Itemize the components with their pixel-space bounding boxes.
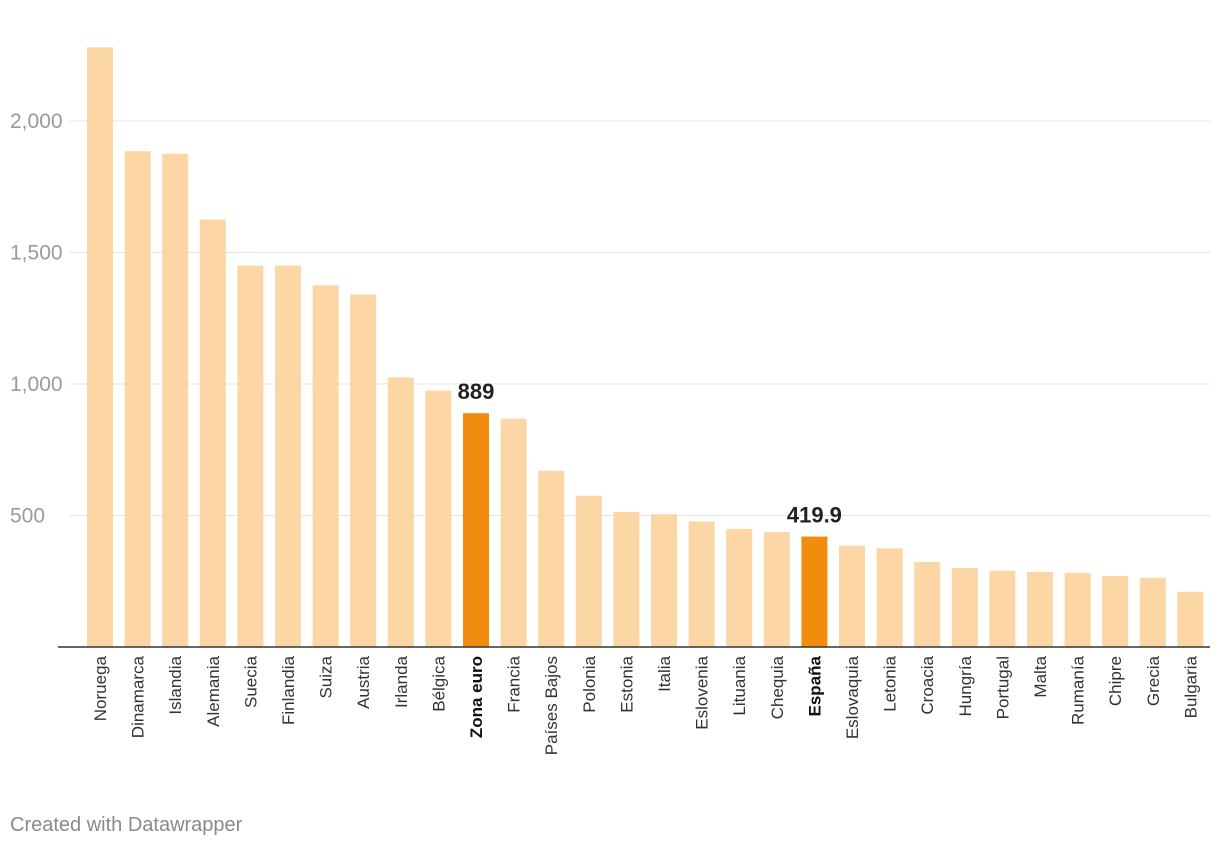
bar-noruega bbox=[87, 47, 113, 648]
bar-dinamarca bbox=[124, 151, 151, 647]
bar-bulgaria bbox=[1177, 591, 1204, 647]
x-tick-label: Austria bbox=[354, 655, 373, 708]
y-tick-label: 1,500 bbox=[10, 242, 63, 265]
bar-suiza bbox=[312, 285, 339, 647]
bar-eslovaquia bbox=[839, 545, 865, 647]
bar-portugal bbox=[989, 570, 1016, 647]
x-tick-label: Francia bbox=[505, 655, 524, 712]
x-tick-label: Letonia bbox=[881, 655, 900, 711]
bar-islandia bbox=[162, 153, 189, 647]
data-label: 889 bbox=[458, 379, 495, 404]
data-label: 419.9 bbox=[787, 503, 842, 528]
y-tick-label: 2,000 bbox=[10, 110, 63, 133]
y-tick-label: 1,000 bbox=[10, 373, 63, 396]
x-tick-label: España bbox=[805, 655, 824, 716]
bar-irlanda bbox=[387, 377, 414, 647]
x-tick-label: Hungría bbox=[956, 655, 975, 716]
x-tick-label: Bélgica bbox=[429, 655, 448, 711]
x-tick-label: Suiza bbox=[317, 655, 336, 698]
x-tick-label: Italia bbox=[655, 655, 674, 691]
x-tick-label: Grecia bbox=[1144, 655, 1163, 706]
x-tick-label: Malta bbox=[1031, 655, 1050, 697]
x-tick-label: Irlanda bbox=[392, 655, 411, 708]
x-tick-label: Portugal bbox=[993, 656, 1012, 719]
bar-zona-euro bbox=[463, 413, 489, 647]
bar-españa bbox=[801, 536, 828, 647]
bar-bélgica bbox=[425, 390, 452, 647]
bar-grecia bbox=[1139, 577, 1166, 647]
x-tick-label: Dinamarca bbox=[129, 655, 148, 738]
bar-letonia bbox=[876, 548, 903, 647]
x-tick-label: Chipre bbox=[1106, 656, 1125, 706]
x-tick-label: Zona euro bbox=[467, 656, 486, 738]
bar-países-bajos bbox=[538, 470, 565, 647]
bar-eslovenia bbox=[688, 521, 715, 647]
x-tick-label: Suecia bbox=[241, 655, 260, 708]
x-tick-label: Chequia bbox=[768, 655, 787, 719]
x-tick-label: Bulgaria bbox=[1181, 655, 1200, 718]
bar-italia bbox=[651, 514, 677, 647]
x-tick-label: Polonia bbox=[580, 655, 599, 712]
bar-finlandia bbox=[275, 265, 301, 647]
bar-alemania bbox=[199, 219, 226, 647]
x-tick-label: Finlandia bbox=[279, 655, 298, 725]
bar-polonia bbox=[575, 495, 602, 647]
datawrapper-credit: Created with Datawrapper bbox=[10, 814, 243, 836]
y-tick-label: 500 bbox=[10, 505, 45, 528]
x-tick-label: Alemania bbox=[204, 655, 223, 726]
x-tick-label: Noruega bbox=[91, 655, 110, 721]
bar-croacia bbox=[914, 562, 941, 647]
x-tick-label: Estonia bbox=[617, 655, 636, 712]
bar-chipre bbox=[1102, 575, 1129, 647]
bar-rumanía bbox=[1064, 572, 1091, 647]
x-tick-label: Países Bajos bbox=[542, 656, 561, 755]
x-tick-label: Rumanía bbox=[1069, 655, 1088, 725]
bar-austria bbox=[350, 294, 377, 647]
bar-malta bbox=[1027, 572, 1053, 647]
x-tick-label: Eslovaquia bbox=[843, 655, 862, 739]
bar-lituania bbox=[726, 528, 753, 647]
bar-suecia bbox=[237, 265, 264, 647]
x-tick-label: Islandia bbox=[166, 655, 185, 714]
x-tick-label: Lituania bbox=[730, 655, 749, 715]
bar-francia bbox=[500, 418, 527, 647]
bar-chequia bbox=[763, 532, 790, 647]
x-tick-label: Croacia bbox=[918, 655, 937, 714]
bar-estonia bbox=[613, 512, 640, 647]
bar-hungría bbox=[951, 568, 978, 647]
x-tick-label: Eslovenia bbox=[693, 655, 712, 729]
